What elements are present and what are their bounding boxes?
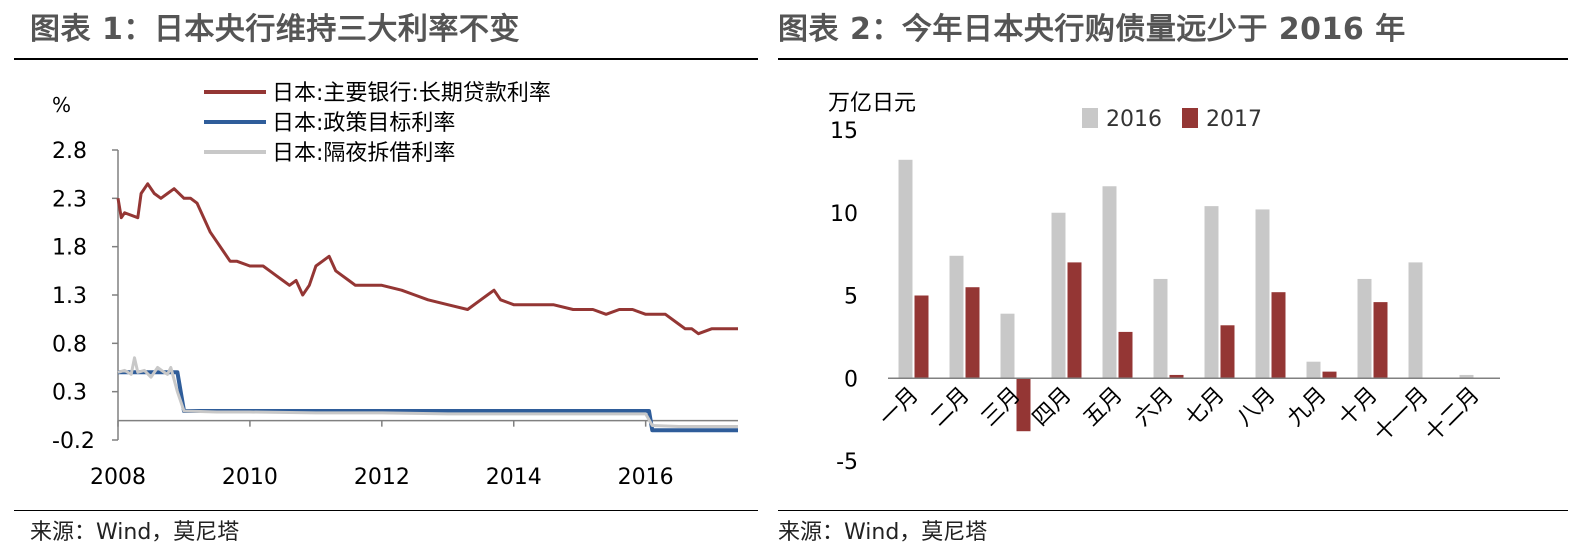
bar-2016-七月 [1204,206,1219,379]
x-category-label: 八月 [1232,383,1281,432]
y-tick-label: 10 [830,202,858,227]
x-tick-label: 2014 [486,465,542,490]
x-category-label: 二月 [926,383,975,432]
legend-label-1: 日本:政策目标利率 [272,111,455,136]
y-tick-label: -5 [836,450,858,475]
bar-2017-九月 [1322,371,1337,379]
chart-2-title: 图表 2：今年日本央行购债量远少于 2016 年 [778,12,1406,47]
chart-2-source: 来源：Wind，莫尼塔 [778,520,988,545]
bar-2016-一月 [898,159,913,379]
x-tick-label: 2010 [222,465,278,490]
bar-2016-三月 [1000,313,1015,379]
bar-2016-十一月 [1408,262,1423,379]
x-category-label: 一月 [875,383,924,432]
legend-swatch-2016 [1082,108,1098,128]
bar-2017-一月 [914,295,929,379]
x-category-label: 六月 [1130,383,1179,432]
title-rule-1 [14,58,758,60]
y-tick-label: 1.3 [52,284,87,309]
bar-2016-十月 [1357,278,1372,379]
bar-2017-五月 [1118,331,1133,379]
y-axis-unit-label: % [52,93,71,117]
bar-2016-十二月 [1459,374,1474,379]
bar-2016-六月 [1153,278,1168,379]
legend-label-2016: 2016 [1106,107,1162,132]
x-tick-label: 2008 [90,465,146,490]
y-tick-label: 0 [844,367,858,392]
chart-1-title: 图表 1：日本央行维持三大利率不变 [30,12,520,47]
source-rule-1 [14,510,758,511]
source-rule-2 [778,510,1568,511]
series-line-2 [117,356,738,428]
bar-2016-二月 [949,255,964,379]
x-tick-label: 2016 [618,465,674,490]
y-tick-label: 1.8 [52,236,87,261]
legend-label-2017: 2017 [1206,107,1262,132]
bar-2016-九月 [1306,361,1321,379]
y-tick-label: -0.2 [52,429,95,454]
y-tick-label: 2.8 [52,139,87,164]
y-axis-unit-label: 万亿日元 [828,91,916,116]
series-line-0 [116,182,738,336]
x-category-label: 九月 [1283,383,1332,432]
chart-1-source: 来源：Wind，莫尼塔 [30,520,240,545]
x-category-label: 十一月 [1369,383,1433,447]
line-chart-interest-rates: 2.8 2.3 1.8 1.3 0.8 0.3 -0.2% 2008 2010 2012 2014 2… [52,81,738,490]
x-category-label: 十二月 [1420,383,1484,447]
bar-2017-八月 [1271,292,1286,379]
bar-2017-十月 [1373,302,1388,379]
bar-2017-六月 [1169,374,1184,379]
y-tick-label: 15 [830,119,858,144]
y-tick-label: 2.3 [52,187,87,212]
bar-2017-三月 [1016,378,1031,432]
legend-label-2: 日本:隔夜拆借利率 [272,141,455,166]
x-category-label: 五月 [1079,383,1128,432]
bar-2016-五月 [1102,186,1117,379]
bar-2017-四月 [1067,262,1082,379]
y-tick-label: 0.8 [52,332,87,357]
legend-swatch-2017 [1182,108,1198,128]
bar-2017-二月 [965,287,980,379]
bar-2017-七月 [1220,325,1235,379]
x-category-label: 七月 [1181,383,1230,432]
bar-2016-四月 [1051,212,1066,379]
title-rule-2 [778,58,1568,60]
legend-label-0: 日本:主要银行:长期贷款利率 [272,81,551,106]
bar-2016-八月 [1255,209,1270,379]
x-category-label: 四月 [1028,383,1077,432]
y-tick-label: 0.3 [52,381,87,406]
y-tick-label: 5 [844,285,858,310]
x-tick-label: 2012 [354,465,410,490]
